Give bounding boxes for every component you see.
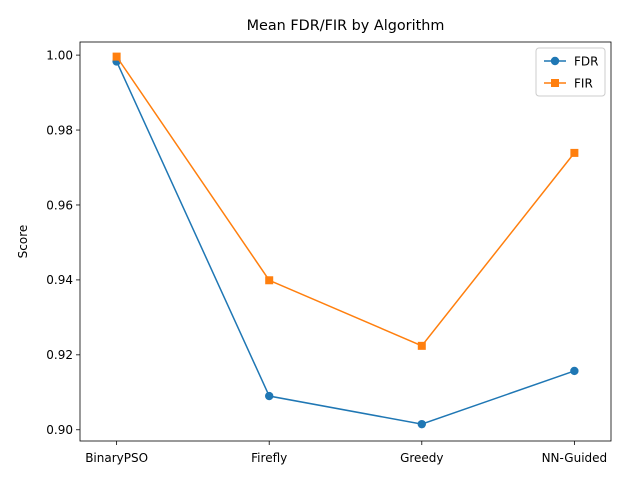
legend-label: FDR (574, 54, 598, 68)
legend-label: FIR (574, 76, 593, 90)
data-point (265, 391, 274, 401)
y-tick-label: 0.96 (46, 198, 73, 212)
data-point (112, 52, 121, 61)
x-axis-ticks: BinaryPSO Firefly Greedy NN-Guided (85, 441, 607, 465)
y-axis-ticks: 0.90 0.92 0.94 0.96 0.98 1.00 (46, 48, 80, 437)
plot-frame (79, 41, 612, 442)
data-point (570, 148, 579, 157)
y-tick-label: 0.92 (46, 348, 73, 362)
y-axis-label: Score (16, 225, 30, 259)
legend-item-fdr: FDR (544, 54, 598, 68)
y-tick-label: 1.00 (46, 48, 73, 62)
legend: FDR FIR (535, 47, 606, 97)
series-fir (112, 52, 579, 350)
x-tick-label: Greedy (400, 451, 443, 465)
series-line-fdr (115, 61, 575, 425)
chart-title: Mean FDR/FIR by Algorithm (247, 18, 445, 34)
y-tick-label: 0.94 (46, 273, 73, 287)
series-line-fir (116, 56, 575, 347)
data-point (265, 276, 274, 285)
data-point (417, 341, 426, 350)
data-point (417, 419, 426, 429)
x-tick-label: NN-Guided (542, 451, 608, 465)
series-fdr (112, 57, 579, 429)
legend-marker (550, 56, 560, 66)
legend-marker (551, 79, 559, 87)
y-tick-label: 0.90 (46, 423, 73, 437)
x-tick-label: BinaryPSO (85, 451, 148, 465)
data-point (570, 366, 579, 376)
axes (79, 41, 612, 442)
legend-item-fir: FIR (544, 76, 593, 90)
y-tick-label: 0.98 (46, 123, 73, 137)
series-group (112, 52, 579, 429)
x-tick-label: Firefly (251, 451, 287, 465)
